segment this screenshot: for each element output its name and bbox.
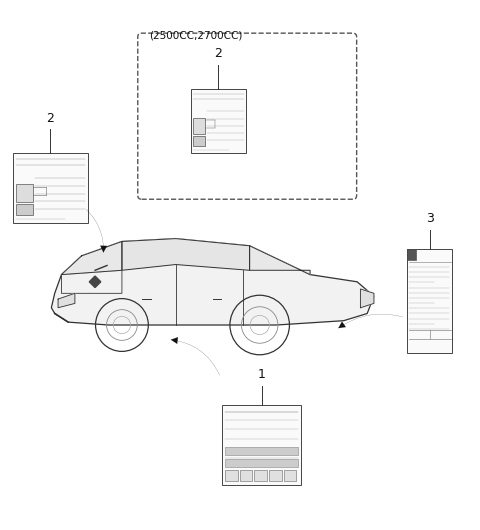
Text: (2500CC,2700CC): (2500CC,2700CC) xyxy=(149,31,242,41)
Text: 2: 2 xyxy=(47,112,54,125)
Bar xyxy=(191,89,246,153)
Text: 1: 1 xyxy=(258,368,265,382)
Polygon shape xyxy=(360,289,374,308)
Bar xyxy=(225,447,298,455)
Polygon shape xyxy=(89,276,101,288)
Polygon shape xyxy=(250,246,310,275)
Bar xyxy=(254,470,267,481)
Bar xyxy=(407,250,416,260)
Bar xyxy=(222,405,301,484)
Bar xyxy=(240,470,252,481)
Bar xyxy=(284,470,297,481)
Bar xyxy=(225,460,298,467)
Text: 3: 3 xyxy=(426,213,433,225)
Bar xyxy=(16,184,33,202)
FancyArrowPatch shape xyxy=(86,209,104,253)
Bar xyxy=(13,153,88,223)
Polygon shape xyxy=(61,242,122,275)
Bar xyxy=(225,470,238,481)
Bar xyxy=(193,136,205,146)
Polygon shape xyxy=(58,293,75,308)
Bar xyxy=(16,204,33,215)
Bar xyxy=(407,250,452,352)
Bar xyxy=(269,470,282,481)
FancyArrowPatch shape xyxy=(171,340,220,375)
Polygon shape xyxy=(51,238,374,325)
FancyArrowPatch shape xyxy=(338,314,403,328)
Polygon shape xyxy=(122,238,250,270)
Text: 2: 2 xyxy=(215,47,222,60)
Bar xyxy=(193,118,205,134)
